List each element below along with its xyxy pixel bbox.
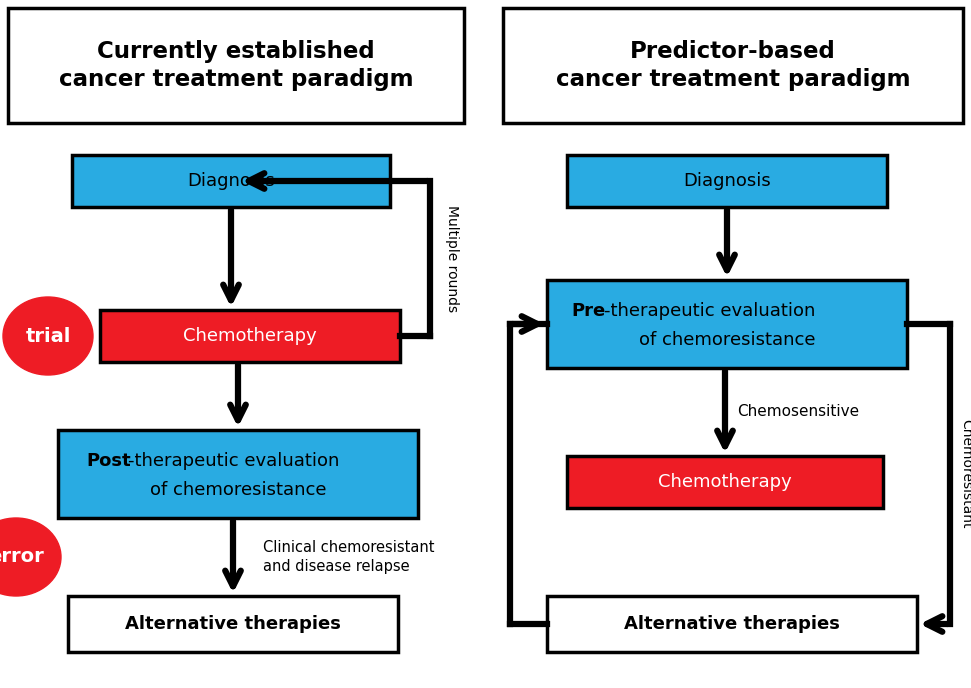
- Text: error: error: [0, 548, 44, 566]
- Ellipse shape: [3, 297, 93, 375]
- Bar: [68, 596, 398, 652]
- Text: Alternative therapies: Alternative therapies: [125, 615, 341, 633]
- Bar: [503, 8, 963, 123]
- Text: Chemotherapy: Chemotherapy: [184, 327, 317, 345]
- Text: Pre: Pre: [571, 302, 605, 320]
- Text: Chemotherapy: Chemotherapy: [658, 473, 792, 491]
- Bar: [58, 430, 418, 518]
- Bar: [72, 155, 390, 207]
- Bar: [567, 155, 887, 207]
- Text: Multiple rounds: Multiple rounds: [445, 205, 459, 312]
- Bar: [100, 310, 400, 362]
- Text: -therapeutic evaluation: -therapeutic evaluation: [128, 452, 340, 470]
- Text: Clinical chemoresistant
and disease relapse: Clinical chemoresistant and disease rela…: [263, 540, 434, 574]
- Text: Currently established
cancer treatment paradigm: Currently established cancer treatment p…: [59, 41, 414, 91]
- Bar: [547, 596, 917, 652]
- Text: Diagnosis: Diagnosis: [684, 172, 771, 190]
- Bar: [547, 280, 907, 368]
- Ellipse shape: [0, 518, 61, 596]
- Text: Post: Post: [86, 452, 131, 470]
- Bar: [567, 456, 883, 508]
- Text: of chemoresistance: of chemoresistance: [639, 331, 816, 349]
- Text: Chemosensitive: Chemosensitive: [737, 405, 859, 420]
- Text: Chemoresistant: Chemoresistant: [959, 419, 971, 529]
- Text: of chemoresistance: of chemoresistance: [150, 481, 326, 499]
- Bar: [8, 8, 464, 123]
- Text: -therapeutic evaluation: -therapeutic evaluation: [604, 302, 816, 320]
- Text: Alternative therapies: Alternative therapies: [624, 615, 840, 633]
- Text: trial: trial: [25, 327, 71, 345]
- Text: Predictor-based
cancer treatment paradigm: Predictor-based cancer treatment paradig…: [555, 41, 910, 91]
- Text: Diagnosis: Diagnosis: [187, 172, 275, 190]
